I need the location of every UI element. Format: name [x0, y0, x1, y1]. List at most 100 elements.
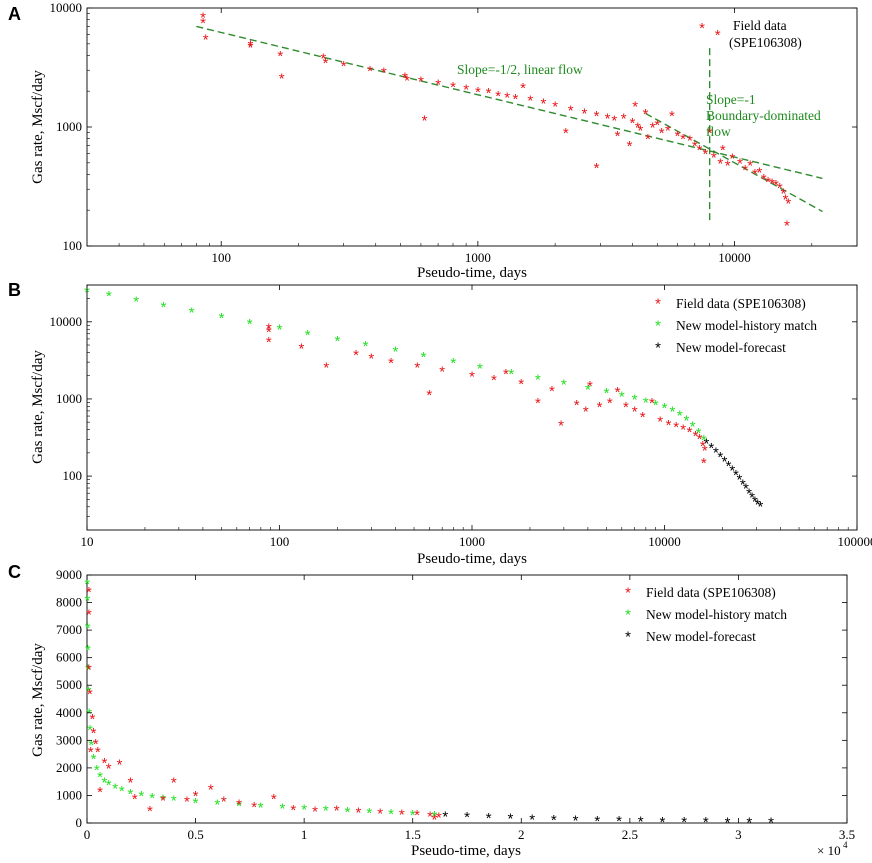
field-data-point: * [607, 395, 613, 412]
panel-a-plot-area [86, 7, 858, 247]
forecast-point: * [755, 496, 761, 513]
legend-label: Field data (SPE106308) [646, 585, 776, 600]
history-match-point: * [84, 576, 90, 593]
history-match-point: * [160, 791, 166, 808]
field-data-point: * [558, 418, 564, 435]
field-data-point: * [323, 55, 329, 72]
history-match-point: * [643, 394, 649, 411]
field-data-point: * [574, 397, 580, 414]
field-data-point: * [432, 812, 438, 829]
field-data-point: * [271, 791, 277, 808]
field-data-point: * [697, 431, 703, 448]
field-data-point: * [693, 428, 699, 445]
panel-c-x-multiplier-exp: 4 [843, 840, 848, 850]
legend-label: New model-forecast [646, 629, 756, 644]
forecast-point: * [713, 445, 719, 462]
field-data-point: * [200, 10, 206, 27]
field-data-point: * [147, 803, 153, 820]
legend-marker: * [625, 629, 631, 646]
panel-b: B * * * * * * * * * * * * * * * * * * * * * * * * * * * * * * ** ******… [8, 280, 872, 567]
x-tick-label: 10000 [648, 534, 681, 549]
field-data-point: * [611, 112, 617, 129]
field-data-point: * [86, 661, 92, 678]
forecast-point: * [703, 436, 709, 453]
y-tick-label: 8000 [56, 595, 82, 610]
field-data-point: * [615, 384, 621, 401]
panel-c-x-multiplier: × 10 [817, 843, 841, 858]
field-data-point: * [742, 162, 748, 179]
field-data-point: * [323, 360, 329, 377]
history-match-point: * [94, 762, 100, 779]
field-data-point: * [290, 802, 296, 819]
field-data-point: * [605, 110, 611, 127]
history-match-point: * [604, 385, 610, 402]
field-data-point: * [783, 191, 789, 208]
field-data-point: * [367, 63, 373, 80]
x-tick-label: 2 [518, 827, 525, 842]
history-match-point: * [662, 400, 668, 417]
y-tick-label: 9000 [56, 567, 82, 582]
field-data-point: * [388, 355, 394, 372]
field-data-point: * [299, 341, 305, 358]
field-data-point: * [320, 51, 326, 68]
x-tick-label: 2.5 [622, 827, 638, 842]
field-data-point: * [402, 69, 408, 86]
field-data-point: * [654, 117, 660, 134]
field-data-point: * [520, 80, 526, 97]
legend-label: New model-forecast [676, 340, 786, 355]
annotation-slope-one-l2: Boundary-dominated [706, 108, 821, 123]
field-data-point: * [518, 376, 524, 393]
panel-a-ylabel: Gas rate, Mscf/day [30, 70, 46, 184]
field-data-point: * [341, 58, 347, 75]
field-data-point: * [356, 804, 362, 821]
history-match-point: * [619, 388, 625, 405]
field-data-point: * [568, 102, 574, 119]
history-match-point: * [91, 751, 97, 768]
y-tick-label: 3000 [56, 732, 82, 747]
x-tick-label: 1.5 [405, 827, 421, 842]
history-match-point: * [214, 796, 220, 813]
panel-b-xlabel: Pseudo-time, days [417, 551, 527, 567]
field-data-point: * [439, 364, 445, 381]
legend-label: New model-history match [676, 318, 817, 333]
field-data-point: * [486, 85, 492, 102]
x-tick-label: 1000 [465, 250, 491, 265]
legend-marker: * [655, 296, 661, 313]
history-match-point: * [677, 408, 683, 425]
field-data-point: * [117, 756, 123, 773]
field-data-point: * [90, 711, 96, 728]
field-data-point: * [761, 171, 767, 188]
field-data-point: * [665, 122, 671, 139]
field-data-point: * [669, 108, 675, 125]
field-data-point: * [414, 360, 420, 377]
field-data-point: * [266, 320, 272, 337]
field-data-point: * [512, 91, 518, 108]
panel-c-plot-area [86, 574, 848, 824]
annotation-slope-one-l1: Slope=-1 [706, 92, 756, 107]
field-data-point: * [86, 584, 92, 601]
field-data-point: * [527, 92, 533, 109]
field-data-point: * [583, 404, 589, 421]
field-data-point: * [132, 791, 138, 808]
panel-c-legend: * Field data (SPE106308) * New model-histor… [625, 585, 787, 646]
forecast-point: * [594, 813, 600, 830]
field-data-point: * [277, 48, 283, 65]
y-tick-label: 6000 [56, 650, 82, 665]
forecast-point: * [551, 812, 557, 829]
field-data-point: * [765, 174, 771, 191]
history-match-point: * [585, 382, 591, 399]
field-data-point: * [597, 399, 603, 416]
forecast-point: * [725, 814, 731, 831]
field-data-point: * [657, 414, 663, 431]
x-tick-label: 100000 [838, 534, 872, 549]
history-match-point: * [236, 798, 242, 815]
panel-a-xlabel: Pseudo-time, days [417, 265, 527, 281]
history-match-point: * [128, 786, 134, 803]
field-data-point: * [427, 809, 433, 826]
forecast-point: * [660, 814, 666, 831]
field-data-point: * [717, 156, 723, 173]
y-tick-label: 1000 [56, 787, 82, 802]
field-data-point: * [93, 736, 99, 753]
panel-b-ylabel: Gas rate, Mscf/day [30, 350, 46, 464]
